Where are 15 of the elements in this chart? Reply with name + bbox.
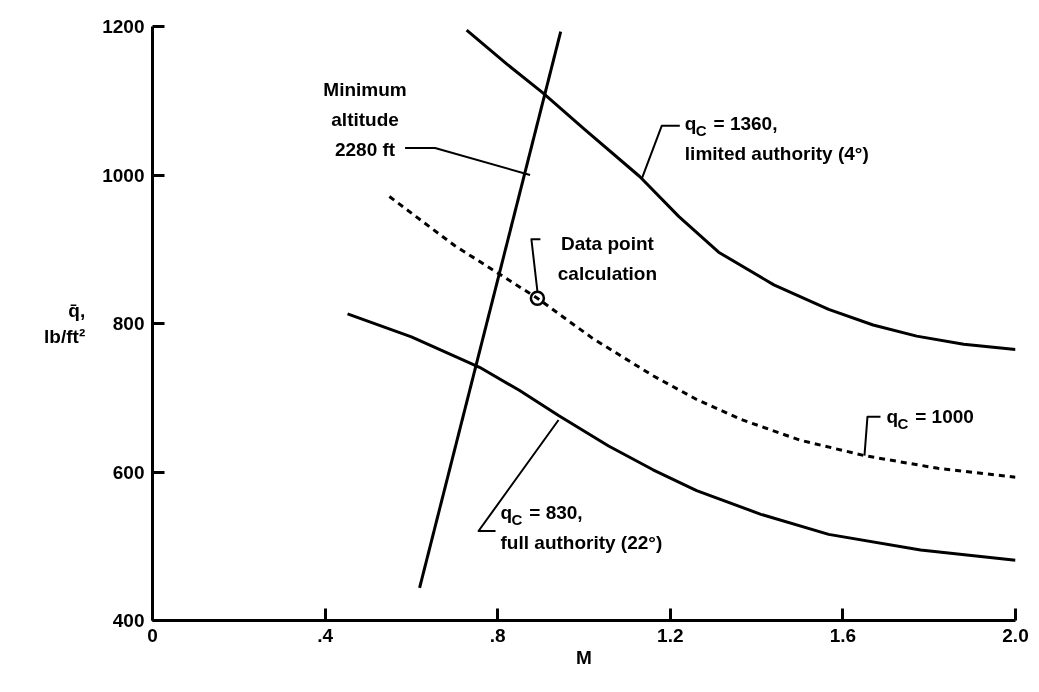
y-tick-label: 800 bbox=[112, 313, 145, 334]
y-tick-label: 600 bbox=[112, 461, 145, 483]
y-tick-label: 1200 bbox=[102, 16, 145, 37]
y-axis-title: q̄, lb/ft² bbox=[44, 300, 86, 347]
x-tick-label: 0 bbox=[147, 624, 158, 646]
x-tick-label: .8 bbox=[489, 624, 506, 646]
y-tick-label: 1000 bbox=[102, 164, 145, 186]
x-axis-title: M bbox=[576, 646, 592, 668]
y-tick-label: 400 bbox=[112, 610, 145, 631]
annotation: Data point calculation bbox=[557, 233, 658, 285]
x-tick-label: 2.0 bbox=[1002, 624, 1029, 646]
x-tick-label: .4 bbox=[317, 624, 334, 646]
x-tick-label: 1.2 bbox=[657, 624, 684, 646]
annotation: Minimum altitude 2280 ft bbox=[323, 79, 407, 160]
x-tick-label: 1.6 bbox=[829, 624, 857, 646]
